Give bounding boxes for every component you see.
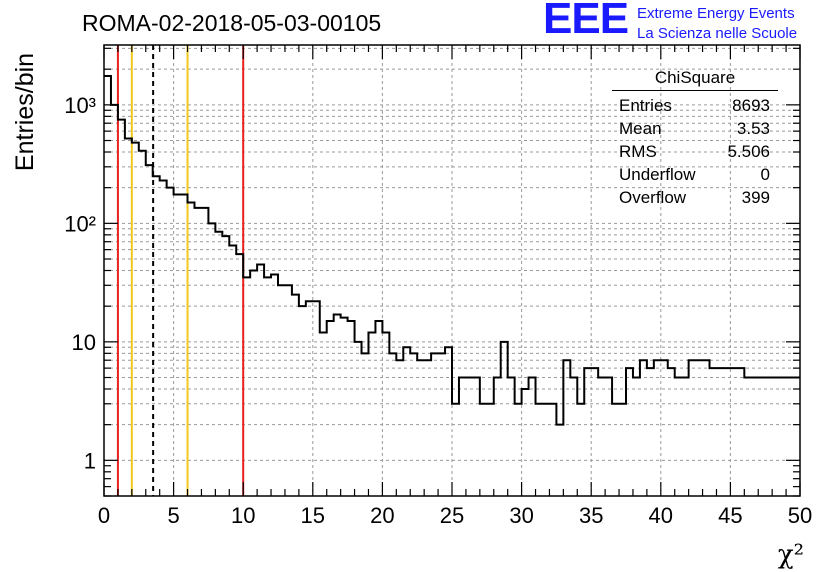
x-tick-label: 35 xyxy=(579,503,603,528)
stats-row-rms: RMS 5.506 xyxy=(612,140,778,163)
x-tick-label: 45 xyxy=(718,503,742,528)
stats-value: 5.506 xyxy=(727,142,770,161)
x-tick-label: 30 xyxy=(509,503,533,528)
stats-value: 399 xyxy=(741,188,770,207)
y-tick-label: 10² xyxy=(64,211,96,236)
stats-row-mean: Mean 3.53 xyxy=(612,117,778,140)
y-axis-label: Entries/bin xyxy=(11,53,39,171)
y-tick-label: 10 xyxy=(72,330,96,355)
x-tick-label: 25 xyxy=(440,503,464,528)
x-tick-label: 0 xyxy=(98,503,110,528)
x-tick-label: 15 xyxy=(301,503,325,528)
stats-value: 3.53 xyxy=(736,119,770,138)
logo-line-2: La Scienza nelle Scuole xyxy=(637,25,798,42)
stats-label: RMS xyxy=(619,142,657,161)
x-tick-label: 20 xyxy=(370,503,394,528)
eee-logo: EEE xyxy=(543,0,629,43)
stats-row-overflow: Overflow 399 xyxy=(612,186,778,209)
x-tick-label: 10 xyxy=(231,503,255,528)
axis-tick-labels: 0 5 10 15 20 25 30 35 40 45 50 1 10 10² 10³ xyxy=(64,93,812,528)
logo-line-1: Extreme Energy Events xyxy=(637,5,795,22)
stats-row-entries: Entries 8693 xyxy=(612,94,778,117)
x-axis-label: χ² xyxy=(778,540,804,570)
y-tick-label: 1 xyxy=(84,448,96,473)
x-tick-label: 5 xyxy=(167,503,179,528)
stats-value: 8693 xyxy=(732,96,770,115)
stats-row-underflow: Underflow 0 xyxy=(612,163,778,186)
stats-label: Overflow xyxy=(619,188,687,207)
histogram-series xyxy=(104,75,800,426)
stats-label: Underflow xyxy=(619,165,696,184)
run-title: ROMA-02-2018-05-03-00105 xyxy=(82,10,382,36)
x-tick-label: 50 xyxy=(788,503,812,528)
x-tick-label: 40 xyxy=(649,503,673,528)
stats-label: Entries xyxy=(619,96,672,115)
stats-title: ChiSquare xyxy=(612,68,778,91)
stats-box: ChiSquare Entries 8693 Mean 3.53 RMS 5.5… xyxy=(612,68,778,209)
stats-value: 0 xyxy=(760,165,770,184)
axis-ticks xyxy=(103,45,801,497)
stats-label: Mean xyxy=(619,119,662,138)
y-tick-label: 10³ xyxy=(64,93,96,118)
